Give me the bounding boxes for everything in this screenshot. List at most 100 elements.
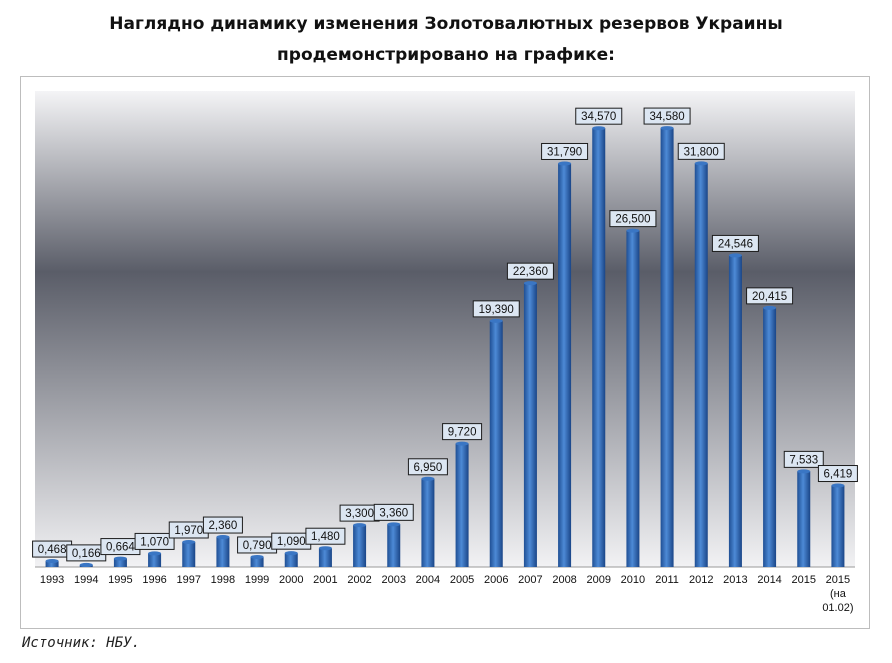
data-label: 7,533 <box>783 450 824 468</box>
bar-2012 <box>694 163 708 567</box>
bar-2015-на-01-02- <box>831 485 845 567</box>
data-label: 34,570 <box>575 107 623 125</box>
data-label: 0,166 <box>66 544 107 562</box>
bar-2002 <box>353 525 367 567</box>
bar-cap <box>284 551 298 556</box>
x-tick-label: 2012 <box>689 574 713 586</box>
data-label-text: 3,300 <box>345 508 374 520</box>
reserves-bar-chart: 0,468 0,166 0,664 1,070 1,970 2,360 0,790 1,090… <box>32 91 858 614</box>
bar-cap <box>626 228 640 233</box>
bar-cap <box>113 556 127 561</box>
bar-cap <box>250 554 264 559</box>
bar-cap <box>421 476 435 481</box>
bar-cap <box>523 281 537 286</box>
x-tick-label: 2001 <box>313 574 337 586</box>
data-label: 1,070 <box>134 532 175 550</box>
bar-cap <box>489 318 503 323</box>
data-label-text: 1,070 <box>140 536 169 548</box>
data-label-box <box>677 142 725 160</box>
data-label-text: 0,166 <box>72 548 101 560</box>
x-tick-label: 2007 <box>518 574 542 586</box>
data-label-box <box>506 262 554 280</box>
bar-cap <box>353 523 367 528</box>
bar-cap <box>182 539 196 544</box>
data-label-text: 7,533 <box>789 454 818 466</box>
bar-2007 <box>523 283 537 567</box>
bar-2005 <box>455 443 469 567</box>
bar-1999 <box>250 556 264 567</box>
bar-cap <box>79 562 93 567</box>
x-tick-label: 2015 (на 01.02) <box>822 574 853 614</box>
bar-2010 <box>626 230 640 568</box>
bar-2008 <box>558 163 572 567</box>
x-tick-label: 2005 <box>450 574 474 586</box>
data-label-box <box>305 527 346 545</box>
bar-2000 <box>284 553 298 567</box>
bar-2009 <box>592 128 606 567</box>
data-label: 20,415 <box>746 287 794 305</box>
bar-2001 <box>318 548 332 567</box>
plot-background <box>35 91 855 567</box>
x-tick-label: 1999 <box>245 574 269 586</box>
data-label: 34,580 <box>643 107 691 125</box>
data-label-box <box>817 465 858 483</box>
bar-cap <box>45 559 59 564</box>
bar-cap <box>763 305 777 310</box>
bar-2003 <box>387 524 401 567</box>
page-heading: Наглядно динамику изменения Золотовалютн… <box>109 14 783 65</box>
bar-2006 <box>489 320 503 567</box>
bar-2004 <box>421 478 435 567</box>
x-tick-label: 2015 <box>792 574 816 586</box>
bars-group <box>45 126 845 568</box>
data-label-text: 1,480 <box>311 531 340 543</box>
bar-1993 <box>45 561 59 567</box>
data-label: 6,950 <box>407 458 448 476</box>
data-label: 0,468 <box>32 540 73 558</box>
data-label: 3,300 <box>339 504 380 522</box>
data-label-box <box>202 516 243 534</box>
data-label-box <box>575 107 623 125</box>
data-label: 24,546 <box>711 234 759 252</box>
data-label-text: 2,360 <box>209 520 238 532</box>
data-label: 31,800 <box>677 142 725 160</box>
x-tick-label: 2009 <box>587 574 611 586</box>
data-label-box <box>643 107 691 125</box>
bar-cap <box>797 469 811 474</box>
data-label-text: 0,468 <box>38 544 67 556</box>
data-label-box <box>472 300 520 318</box>
x-tick-label: 2013 <box>723 574 747 586</box>
data-label-text: 0,664 <box>106 542 135 554</box>
bar-cap <box>558 161 572 166</box>
data-label-text: 0,790 <box>243 540 272 552</box>
data-label-box <box>609 210 657 228</box>
bar-2013 <box>728 255 742 567</box>
data-label-text: 31,790 <box>547 146 582 158</box>
data-label: 3,360 <box>373 503 414 521</box>
bar-cap <box>660 126 674 131</box>
data-label-text: 1,090 <box>277 536 306 548</box>
x-tick-label: 2004 <box>416 574 440 586</box>
bar-cap <box>216 535 230 540</box>
bar-cap <box>728 253 742 258</box>
data-label: 0,790 <box>237 536 278 554</box>
chart-frame: 0,468 0,166 0,664 1,070 1,970 2,360 0,790 1,090… <box>20 76 870 629</box>
data-label-text: 34,580 <box>649 111 684 123</box>
data-label: 1,090 <box>271 532 312 550</box>
data-label: 2,360 <box>202 516 243 534</box>
data-label: 22,360 <box>506 262 554 280</box>
data-label-box <box>783 450 824 468</box>
x-tick-label: 2003 <box>382 574 406 586</box>
data-label-text: 26,500 <box>615 214 650 226</box>
bar-2015 <box>797 471 811 567</box>
data-label: 9,720 <box>442 423 483 441</box>
data-labels-group: 0,468 0,166 0,664 1,070 1,970 2,360 0,790 1,090… <box>32 107 858 562</box>
x-tick-label: 1994 <box>74 574 98 586</box>
bar-1996 <box>148 553 162 567</box>
x-tick-label: 1997 <box>177 574 201 586</box>
data-label: 1,480 <box>305 527 346 545</box>
data-label-text: 20,415 <box>752 291 787 303</box>
x-tick-label: 1996 <box>142 574 166 586</box>
x-tick-label: 1993 <box>40 574 64 586</box>
data-label-text: 3,360 <box>379 507 408 519</box>
x-tick-label: 2006 <box>484 574 508 586</box>
